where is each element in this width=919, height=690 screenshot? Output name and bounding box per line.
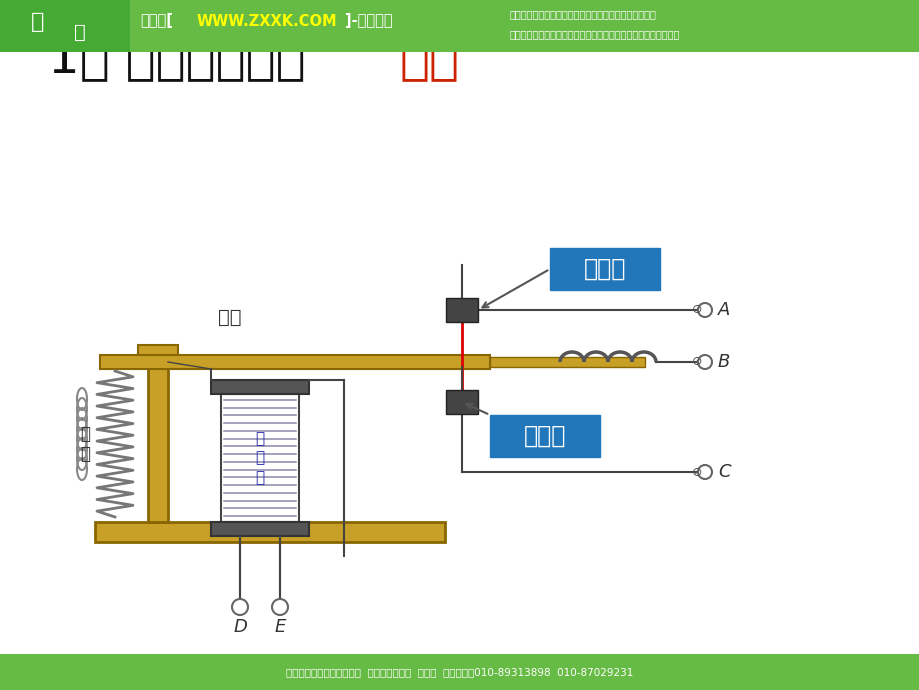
Bar [210, 522, 309, 536]
Text: 静触点: 静触点 [584, 257, 626, 281]
Circle shape [698, 355, 711, 369]
Text: ⊘: ⊘ [691, 466, 701, 478]
Text: 衔铁: 衔铁 [218, 308, 242, 327]
Text: 加入网校通，全校免点下载！提升形象和升学率，创信息化名校！: 加入网校通，全校免点下载！提升形象和升学率，创信息化名校！ [509, 29, 680, 39]
Bar [490, 415, 599, 457]
Bar [221, 394, 299, 522]
Bar [0, 0, 130, 52]
Text: 1、 电磁继电器的: 1、 电磁继电器的 [48, 34, 305, 82]
Text: 学科网[: 学科网[ [140, 14, 173, 28]
Text: D: D [233, 618, 246, 636]
Circle shape [272, 599, 288, 615]
Text: E: E [274, 618, 286, 636]
Text: ]-教育资源: ]-教育资源 [345, 14, 392, 28]
Text: C: C [717, 463, 730, 481]
Bar [446, 390, 478, 414]
Circle shape [698, 303, 711, 317]
Text: ⊘: ⊘ [691, 304, 701, 317]
Circle shape [232, 599, 248, 615]
Bar [148, 357, 168, 522]
Bar [490, 357, 644, 367]
Bar [0, 654, 919, 690]
Text: A: A [717, 301, 730, 319]
Circle shape [698, 465, 711, 479]
Text: ⊘: ⊘ [691, 355, 701, 368]
Text: 弹
簧: 弹 簧 [80, 424, 90, 464]
Bar [100, 355, 490, 369]
Text: 👁: 👁 [74, 23, 85, 41]
Bar [550, 248, 659, 290]
Text: 结构: 结构 [400, 34, 460, 82]
Text: 电
磁
铁: 电 磁 铁 [255, 431, 265, 485]
Text: 北京今日学易科技有限公司  联系人：游小姐  陈先生  客服电话：010-89313898  010-87029231: 北京今日学易科技有限公司 联系人：游小姐 陈先生 客服电话：010-893138… [286, 667, 633, 677]
Bar [210, 380, 309, 394]
Text: B: B [717, 353, 730, 371]
Text: 动触点: 动触点 [523, 424, 565, 448]
Text: 🎓: 🎓 [31, 12, 45, 32]
Text: 国内实用性最强、内容最丰富、更新最快捷的教育资源库: 国内实用性最强、内容最丰富、更新最快捷的教育资源库 [509, 9, 656, 19]
Bar [0, 0, 919, 52]
Bar [95, 522, 445, 542]
Text: WWW.ZXXK.COM: WWW.ZXXK.COM [197, 14, 337, 28]
Bar [138, 345, 177, 365]
Bar [446, 298, 478, 322]
